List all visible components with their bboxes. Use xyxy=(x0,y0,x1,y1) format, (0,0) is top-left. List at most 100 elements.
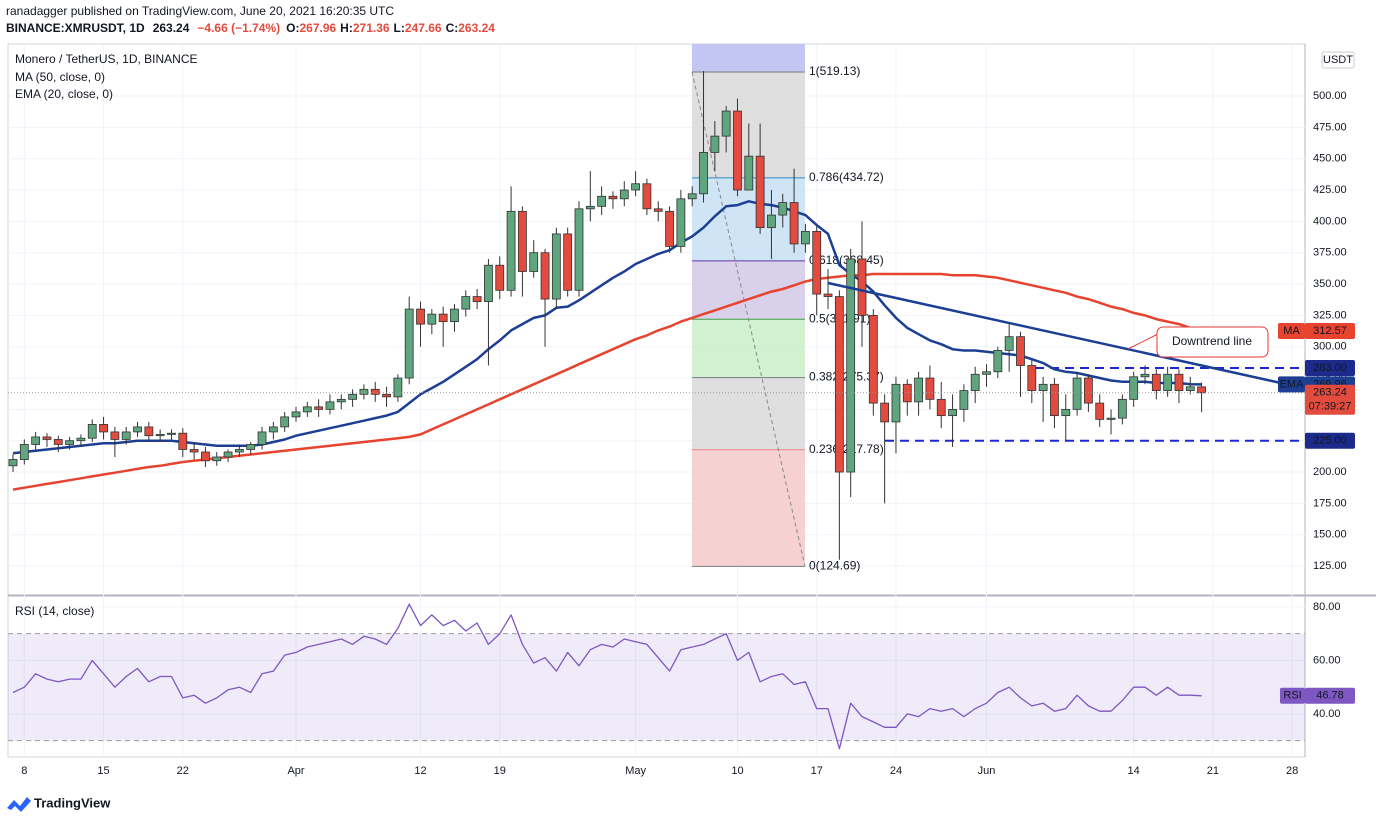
fib-label: 0.786(434.72) xyxy=(809,170,884,184)
candle-body xyxy=(1016,336,1025,366)
candle-body xyxy=(653,208,663,212)
o-value: 267.96 xyxy=(299,21,336,35)
candle-body xyxy=(676,198,686,247)
candle-body xyxy=(110,431,120,440)
candle-body xyxy=(1163,373,1173,391)
candle-body xyxy=(87,424,97,439)
x-tick-label: Jun xyxy=(978,765,996,777)
candle-body xyxy=(914,377,923,403)
fib-label: 1(519.13) xyxy=(809,64,860,78)
candle-body xyxy=(608,195,618,200)
candle-body xyxy=(121,431,131,440)
fib-zone xyxy=(692,319,805,378)
candle-body xyxy=(1050,383,1059,417)
candle-body xyxy=(936,398,946,417)
candle-body xyxy=(450,308,459,323)
candle-body xyxy=(223,451,233,458)
candle-body xyxy=(597,195,607,207)
candle-body xyxy=(1038,383,1048,391)
rsi-band xyxy=(8,633,1305,741)
fib-label: 0(124.69) xyxy=(809,559,860,573)
candle-body xyxy=(733,110,742,191)
candle-body xyxy=(144,426,154,437)
candle-body xyxy=(710,135,720,153)
candle-body xyxy=(925,377,935,400)
callout-text: Downtrend line xyxy=(1172,334,1252,348)
candle-body xyxy=(948,408,957,417)
price-tag: 263.24 xyxy=(1313,387,1347,399)
candle-body xyxy=(178,432,188,450)
y-tick-label: 200.00 xyxy=(1313,466,1347,478)
candle-body xyxy=(699,152,708,195)
candle-body xyxy=(1095,402,1105,420)
candle-body xyxy=(1004,336,1014,351)
candle-body xyxy=(823,293,833,297)
currency: USDT xyxy=(1323,54,1353,66)
candle-body xyxy=(801,230,810,245)
candle-body xyxy=(257,431,267,445)
level-tag-box xyxy=(1305,432,1355,449)
overlay-value-tag: 312.57 xyxy=(1313,325,1347,337)
candle-body xyxy=(687,193,697,200)
countdown: 07:39:27 xyxy=(1309,401,1352,413)
candle-body xyxy=(8,459,18,467)
candle-body xyxy=(167,432,176,435)
candle-body xyxy=(993,350,1003,373)
candle-body xyxy=(619,189,629,200)
currency-box xyxy=(1321,51,1355,69)
overlay-tag: MA xyxy=(1283,325,1300,337)
rsi-tick-label: 40.00 xyxy=(1313,708,1341,720)
fib-trend xyxy=(691,71,806,567)
candle-body xyxy=(529,252,539,272)
y-tick-label: 325.00 xyxy=(1313,309,1347,321)
candle-body xyxy=(484,264,493,302)
candle-body xyxy=(280,416,290,428)
candle-body xyxy=(959,390,969,410)
callout-box xyxy=(1156,326,1269,358)
x-tick-label: 19 xyxy=(494,765,506,777)
fib-zone xyxy=(692,449,805,567)
x-tick-label: 22 xyxy=(177,765,189,777)
candle-body xyxy=(665,210,674,247)
candle-body xyxy=(721,110,731,137)
candle-body xyxy=(1197,386,1206,394)
y-tick-label: 450.00 xyxy=(1313,153,1347,165)
candle-body xyxy=(970,373,980,391)
candle-body xyxy=(19,444,29,460)
candle-body xyxy=(234,449,244,453)
c-value: 263.24 xyxy=(458,21,495,35)
x-tick-label: 15 xyxy=(97,765,109,777)
y-tick-label: 150.00 xyxy=(1313,529,1347,541)
candle-body xyxy=(427,313,437,325)
fib-zone xyxy=(692,377,805,450)
rsi-value-tag-box xyxy=(1305,687,1355,704)
candle-body xyxy=(348,393,358,400)
rsi-line xyxy=(12,603,1202,750)
x-tick-label: 17 xyxy=(811,765,823,777)
x-tick-label: Apr xyxy=(287,765,304,777)
level-tag: 283.00 xyxy=(1313,362,1347,374)
candle-body xyxy=(246,444,256,450)
level-tag-box xyxy=(1305,360,1355,377)
candle-body xyxy=(642,183,652,210)
logo xyxy=(7,797,31,812)
candle-body xyxy=(1027,365,1037,391)
candle-body xyxy=(789,202,799,245)
grid: 8 15 22 Apr 12 19 May 10 17 24 Jun 14 21 28 125.00 150.… xyxy=(7,43,1376,777)
candle-body xyxy=(518,210,527,272)
candle-body xyxy=(868,314,878,404)
x-tick-label: 8 xyxy=(21,765,27,777)
overlay-tag-box xyxy=(1278,376,1305,393)
fib-zone xyxy=(692,44,805,73)
candle-body xyxy=(902,383,912,403)
candle-body xyxy=(155,434,165,437)
candle-body xyxy=(359,388,369,395)
ma-line xyxy=(12,272,1202,491)
rsi-tag-box xyxy=(1280,687,1305,704)
candle-body xyxy=(268,426,278,433)
candle-body xyxy=(53,439,63,445)
candle-body xyxy=(846,258,856,473)
candle-body xyxy=(891,383,901,423)
